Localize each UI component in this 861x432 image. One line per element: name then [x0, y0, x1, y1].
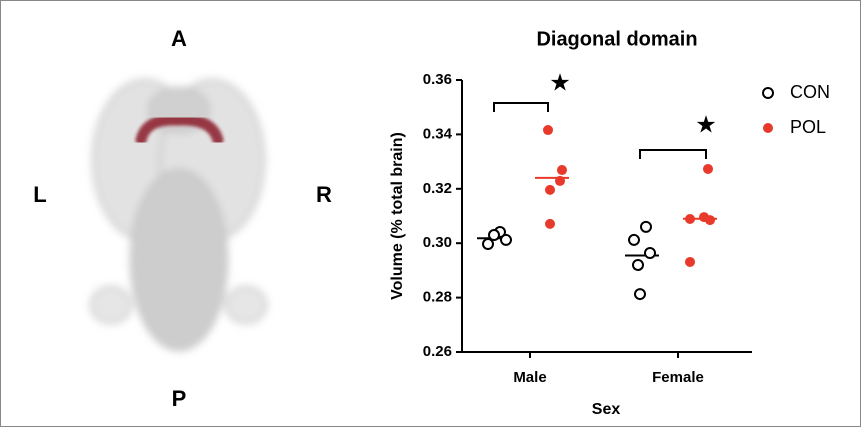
data-point [641, 222, 651, 232]
brain-image [91, 80, 266, 350]
data-point [685, 257, 695, 267]
figure: A L R P Diagonal domain Sex Volume (% to… [0, 0, 861, 427]
data-point [705, 215, 715, 225]
data-point [543, 125, 553, 135]
x-axis-label: Sex [592, 401, 621, 418]
data-point [703, 164, 713, 174]
data-point [633, 260, 643, 270]
data-point [483, 239, 493, 249]
page: {"image_labels": {"anterior": "A", "left… [0, 0, 861, 432]
label-l: L [33, 182, 46, 207]
data-point [501, 235, 511, 245]
significance-star: ★ [549, 69, 571, 96]
chart-title: Diagonal domain [536, 28, 697, 50]
label-r: R [316, 182, 332, 207]
label-a: A [171, 26, 187, 51]
significance-star: ★ [695, 111, 717, 138]
data-point [645, 248, 655, 258]
data-point [629, 235, 639, 245]
y-tick-label: 0.28 [423, 289, 452, 306]
legend-marker [763, 88, 773, 98]
y-tick-label: 0.34 [423, 125, 453, 142]
legend-marker [763, 123, 773, 133]
data-point [545, 185, 555, 195]
label-p: P [172, 386, 187, 411]
data-point [489, 230, 499, 240]
data-point [685, 214, 695, 224]
y-tick-label: 0.26 [423, 343, 452, 360]
data-point [545, 219, 555, 229]
y-axis-label: Volume (% total brain) [389, 132, 406, 300]
data-point [555, 176, 565, 186]
legend-label: CON [790, 82, 830, 102]
y-tick-label: 0.30 [423, 234, 452, 251]
data-point [557, 165, 567, 175]
x-tick-label: Female [652, 369, 704, 386]
y-tick-label: 0.32 [423, 180, 452, 197]
y-tick-label: 0.36 [423, 71, 452, 88]
legend-label: POL [790, 117, 826, 137]
data-point [635, 289, 645, 299]
x-tick-label: Male [513, 369, 546, 386]
